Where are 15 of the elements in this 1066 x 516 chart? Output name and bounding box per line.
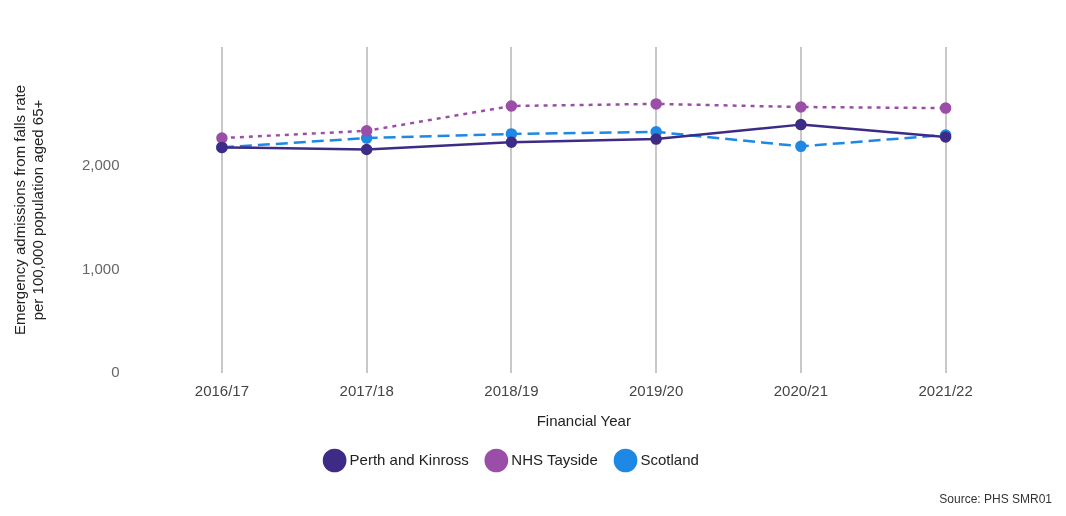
x-tick-label: 2019/20 xyxy=(629,382,684,400)
x-tick-label: 2021/22 xyxy=(918,382,973,400)
x-tick-label: 2018/19 xyxy=(484,382,539,400)
legend-label: Scotland xyxy=(640,450,699,468)
source-note: Source: PHS SMR01 xyxy=(939,492,1053,507)
y-axis-title: Emergency admissions from falls rate per 100,000 population aged 65+ xyxy=(11,84,47,336)
legend-label: Perth and Kinross xyxy=(349,450,469,468)
y-tick-label: 1,000 xyxy=(81,259,120,277)
legend-label: NHS Tayside xyxy=(511,450,598,468)
x-tick-label: 2017/18 xyxy=(339,382,394,400)
x-tick-label: 2016/17 xyxy=(194,382,250,400)
x-axis-title: Financial Year xyxy=(536,412,631,430)
y-tick-label: 0 xyxy=(111,363,120,381)
x-tick-label: 2020/21 xyxy=(773,382,828,400)
y-tick-label: 2,000 xyxy=(81,156,120,174)
